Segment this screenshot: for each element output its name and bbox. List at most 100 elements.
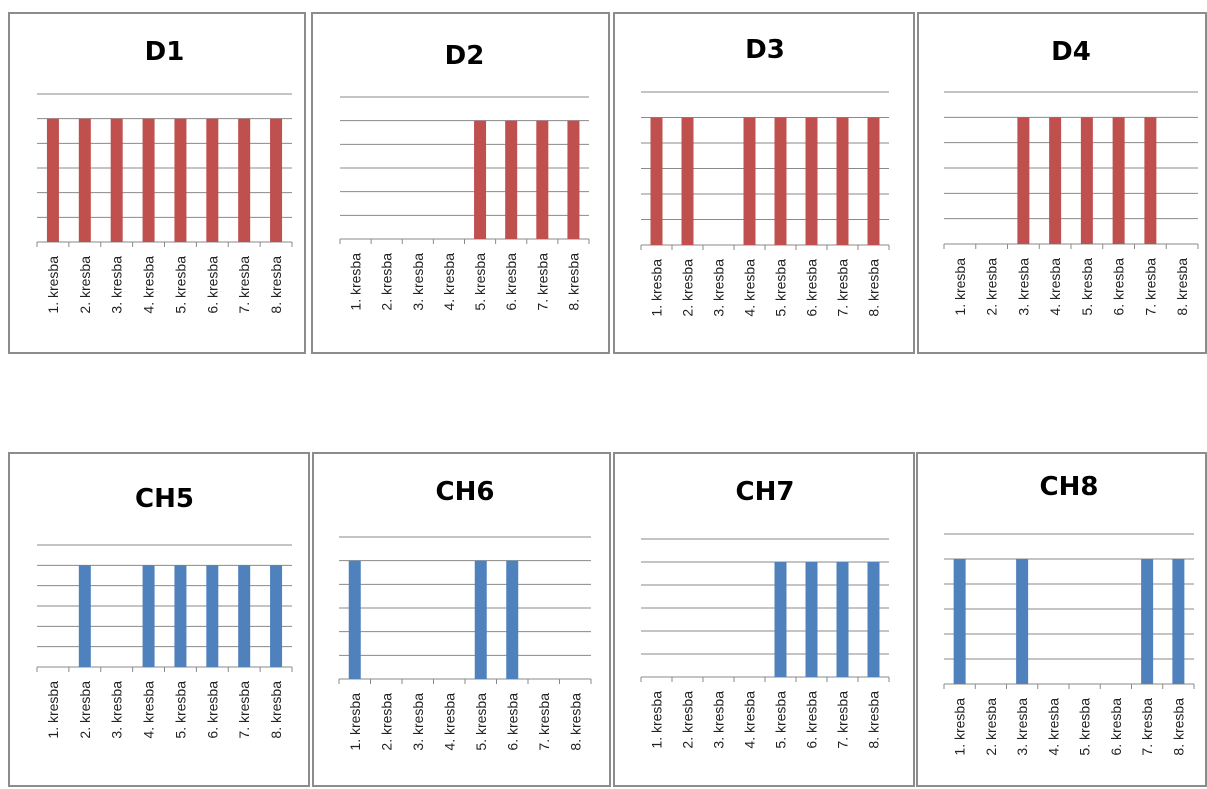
bar-3 [1017,117,1030,244]
x-tick-label: 3. kresba [1014,698,1030,756]
x-tick-label: 1. kresba [649,691,665,749]
bar-5 [1080,117,1093,244]
x-tick-label: 3. kresba [1015,258,1031,316]
x-tick-label: 6. kresba [804,259,820,317]
bar-6 [805,117,818,245]
chart-title: D2 [445,41,485,71]
x-tick-label: 4. kresba [742,691,758,749]
x-tick-label: 4. kresba [141,256,157,314]
chart-svg-d2: D2 1. kresba 2. kresba 3. kresba 4. kresba 5.… [339,41,590,311]
chart-panel-d4: D4 1. kresba 2. kresba 3. kresba 4. kresba 5.… [917,12,1207,354]
x-tick-label: 4. kresba [1047,258,1063,316]
bar-3 [1016,559,1029,684]
bar-6 [206,565,219,667]
bar-5 [774,117,787,245]
x-tick-label: 8. kresba [268,256,284,314]
x-tick-label: 6. kresba [1111,258,1127,316]
bar-4 [743,117,756,245]
x-tick-label: 5. kresba [1079,258,1095,316]
bar-6 [805,562,818,677]
bar-2 [681,117,694,245]
chart-panel-ch7: CH7 1. kresba 2. kresba 3. kresba 4. kresba 5… [613,452,915,787]
chart-title: CH6 [436,477,495,507]
bar-8 [867,117,880,245]
x-tick-label: 2. kresba [379,253,395,311]
chart-title: CH5 [135,484,194,514]
chart-svg-d4: D4 1. kresba 2. kresba 3. kresba 4. kresba 5.… [943,37,1199,316]
x-tick-label: 6. kresba [204,681,220,739]
x-tick-label: 3. kresba [109,681,125,739]
x-tick-label: 6. kresba [204,256,220,314]
x-tick-label: 4. kresba [441,693,457,751]
chart-title: CH7 [736,477,795,507]
bar-5 [474,120,487,239]
x-tick-label: 1. kresba [952,258,968,316]
bar-6 [206,118,219,242]
bar-2 [78,565,91,667]
x-tick-label: 8. kresba [1174,258,1190,316]
bar-6 [505,120,518,239]
bar-7 [238,118,251,242]
x-tick-label: 7. kresba [236,681,252,739]
bar-7 [836,562,849,677]
x-tick-label: 2. kresba [983,698,999,756]
bar-4 [1049,117,1062,244]
x-tick-label: 4. kresba [1045,698,1061,756]
x-tick-label: 2. kresba [77,256,93,314]
chart-panel-ch6: CH6 1. kresba 2. kresba 3. kresba 4. kresba 5… [312,452,611,787]
chart-title: D3 [745,35,785,65]
x-tick-label: 1. kresba [348,253,364,311]
x-tick-label: 7. kresba [1142,258,1158,316]
x-tick-label: 6. kresba [1108,698,1124,756]
chart-svg-ch5: CH5 1. kresba 2. kresba 3. kresba 4. kresba 5… [36,484,293,739]
x-tick-label: 6. kresba [504,693,520,751]
chart-panel-d1: D1 1. kresba 2. kresba 3. kresba 4. kresba 5.… [8,12,306,354]
x-tick-label: 1. kresba [952,698,968,756]
bar-3 [110,118,123,242]
x-tick-label: 4. kresba [441,253,457,311]
x-tick-label: 7. kresba [835,691,851,749]
x-tick-label: 5. kresba [472,253,488,311]
chart-panel-d3: D3 1. kresba 2. kresba 3. kresba 4. kresba 5.… [613,12,915,354]
x-tick-label: 1. kresba [45,256,61,314]
x-tick-label: 1. kresba [347,693,363,751]
chart-svg-ch7: CH7 1. kresba 2. kresba 3. kresba 4. kresba 5… [640,477,890,749]
chart-svg-d3: D3 1. kresba 2. kresba 3. kresba 4. kresba 5.… [640,35,890,317]
x-tick-label: 2. kresba [680,691,696,749]
bar-5 [774,562,787,677]
x-tick-label: 5. kresba [773,691,789,749]
chart-panel-d2: D2 1. kresba 2. kresba 3. kresba 4. kresba 5.… [311,12,610,354]
bar-8 [270,565,283,667]
x-tick-label: 7. kresba [236,256,252,314]
bar-8 [1172,559,1185,684]
x-tick-label: 2. kresba [378,693,394,751]
chart-svg-ch6: CH6 1. kresba 2. kresba 3. kresba 4. kresba 5… [338,477,592,751]
x-tick-label: 3. kresba [711,691,727,749]
chart-panel-ch5: CH5 1. kresba 2. kresba 3. kresba 4. kresba 5… [8,452,310,787]
x-tick-label: 5. kresba [773,259,789,317]
x-tick-label: 3. kresba [711,259,727,317]
chart-panel-ch8: CH8 1. kresba 2. kresba 3. kresba 4. kresba 5… [916,452,1207,787]
bar-4 [142,118,155,242]
bar-1 [348,560,361,679]
x-tick-label: 6. kresba [503,253,519,311]
x-tick-label: 8. kresba [268,681,284,739]
x-tick-label: 7. kresba [835,259,851,317]
x-tick-label: 4. kresba [742,259,758,317]
x-tick-label: 8. kresba [866,259,882,317]
bar-8 [270,118,283,242]
bar-6 [506,560,519,679]
bar-7 [1144,117,1157,244]
x-tick-label: 2. kresba [680,259,696,317]
chart-title: D1 [145,37,185,67]
bar-1 [953,559,966,684]
x-tick-label: 2. kresba [984,258,1000,316]
x-tick-label: 5. kresba [172,681,188,739]
x-tick-label: 3. kresba [109,256,125,314]
x-tick-label: 3. kresba [410,253,426,311]
x-tick-label: 5. kresba [172,256,188,314]
bar-7 [238,565,251,667]
chart-svg-d1: D1 1. kresba 2. kresba 3. kresba 4. kresba 5.… [36,37,293,314]
bar-2 [78,118,91,242]
bar-7 [536,120,549,239]
